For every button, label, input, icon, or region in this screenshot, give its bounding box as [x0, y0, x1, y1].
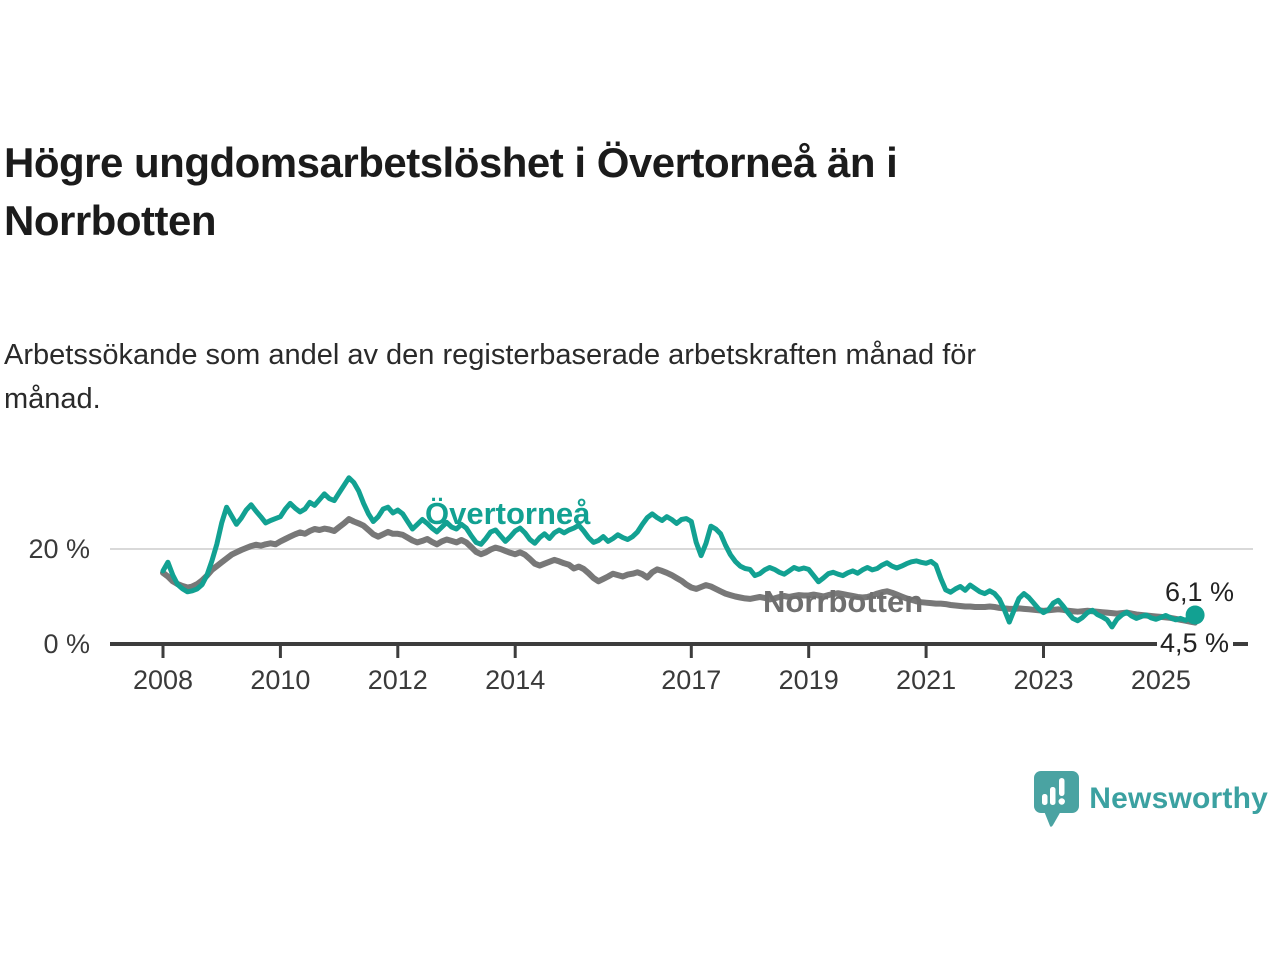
- chart-subtitle-line-2: månad.: [4, 382, 101, 415]
- x-axis-tick-label: 2021: [896, 665, 956, 695]
- exclamation-bar: [1059, 778, 1065, 796]
- x-axis-tick-label: 2008: [133, 665, 193, 695]
- end-value-label-overtornea: 6,1 %: [1165, 577, 1234, 607]
- newsworthy-logo[interactable]: Newsworthy: [1033, 770, 1268, 827]
- speech-bubble-tail: [1044, 811, 1062, 827]
- end-value-label-norrbotten: 4,5 %: [1160, 628, 1229, 658]
- series-label-norrbotten: Norrbotten: [763, 584, 923, 619]
- x-axis-tick-label: 2023: [1013, 665, 1073, 695]
- x-axis-tick-label: 2010: [250, 665, 310, 695]
- speech-bubble-shape: [1034, 771, 1080, 813]
- x-axis-tick-label: 2014: [485, 665, 545, 695]
- chart-subtitle-line-1: Arbetssökande som andel av den registerb…: [4, 339, 977, 371]
- x-axis-tick-label: 2025: [1131, 665, 1191, 695]
- x-axis-tick-label: 2019: [779, 665, 839, 695]
- y-axis-label-0: 0 %: [43, 629, 90, 659]
- x-axis-ticks: 2008 2010 2012 2014 2017 2019 2021 2023 2025: [133, 646, 1191, 695]
- newsworthy-wordmark: Newsworthy: [1089, 781, 1268, 815]
- chart-title-line-2: Norrbotten: [4, 196, 216, 244]
- bar-1: [1042, 794, 1048, 805]
- chart-title-line-1: Högre ungdomsarbetslöshet i Övertorneå ä…: [4, 139, 898, 186]
- series-label-overtornea: Övertorneå: [425, 496, 591, 531]
- end-value-dot: [1185, 605, 1205, 625]
- series-line-norrbotten: [160, 516, 1199, 626]
- chart-subtitle: Arbetssökande som andel av den registerb…: [4, 334, 1174, 421]
- x-axis-tick-label: 2017: [661, 665, 721, 695]
- chart-title: Högre ungdomsarbetslöshet i Övertorneå ä…: [4, 134, 1074, 250]
- end-label-backdrop: [1157, 626, 1233, 658]
- exclamation-dot: [1058, 798, 1066, 805]
- x-axis-tick-label: 2012: [368, 665, 428, 695]
- bar-2: [1050, 787, 1056, 805]
- newsworthy-icon: [1034, 771, 1080, 827]
- series-line-overtornea: [160, 475, 1198, 630]
- y-axis-label-20: 20 %: [28, 534, 90, 564]
